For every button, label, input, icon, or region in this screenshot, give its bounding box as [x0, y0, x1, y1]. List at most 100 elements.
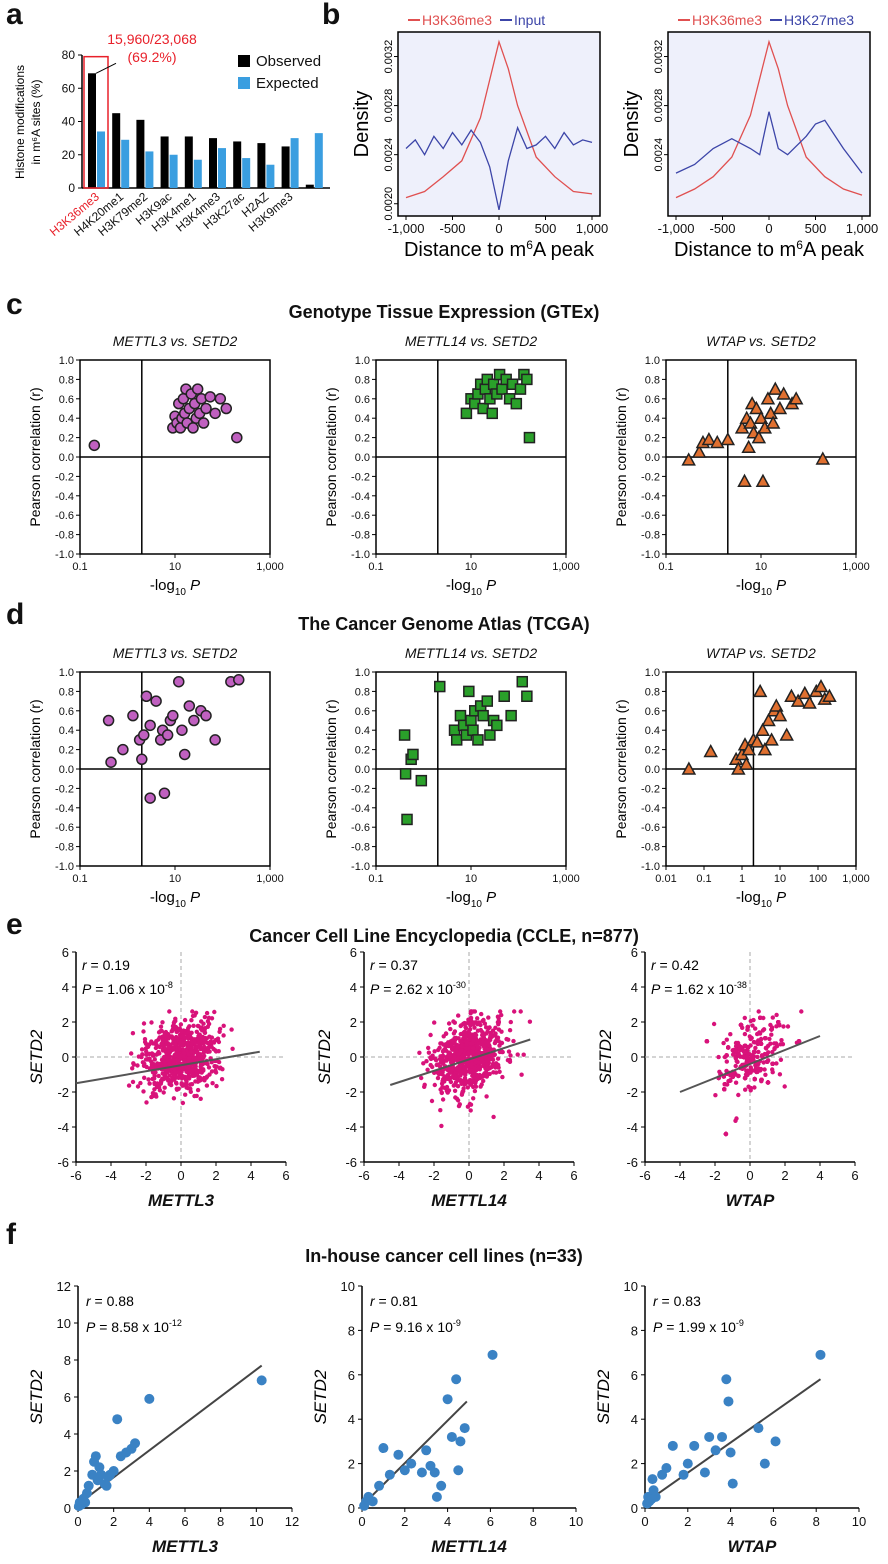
b-y-label: Density — [621, 91, 643, 158]
ccle-point — [140, 1052, 145, 1057]
inhouse-y-label: SETD2 — [594, 1369, 613, 1424]
ccle-point — [753, 1026, 758, 1031]
ccle-point — [473, 1079, 478, 1084]
inhouse-y-tick-label: 8 — [64, 1353, 71, 1368]
ccle-point — [721, 1040, 726, 1046]
corr-y-tick-label: -0.8 — [55, 530, 74, 542]
ccle-point — [471, 1038, 476, 1043]
corr-x-tick-label: 0.1 — [72, 561, 87, 573]
ccle-point — [460, 1090, 465, 1096]
inhouse-point — [108, 1466, 119, 1476]
ccle-point — [172, 1066, 177, 1072]
ccle-point — [206, 1065, 212, 1070]
corr-y-tick-label: 0.2 — [355, 745, 370, 757]
inhouse-point — [682, 1458, 693, 1469]
corr-y-tick-label: 1.0 — [645, 667, 660, 679]
ccle-point — [471, 1073, 476, 1078]
corr-y-tick-label: -0.2 — [351, 471, 370, 483]
ccle-point — [207, 1049, 212, 1054]
a-highlight-box — [83, 55, 109, 189]
corr-y-tick-label: 0.6 — [355, 706, 370, 718]
ccle-point — [428, 1062, 433, 1068]
ccle-point — [126, 1083, 132, 1088]
ccle-point — [468, 1082, 474, 1087]
inhouse-stat-p: P = 9.16 x 10-9 — [370, 1318, 461, 1335]
inhouse-point — [815, 1349, 826, 1360]
corr-point — [743, 415, 758, 429]
a-y-tick-label: 80 — [62, 48, 76, 62]
inhouse-point — [699, 1467, 710, 1478]
ccle-point — [497, 1043, 502, 1048]
ccle-point — [778, 1057, 784, 1063]
ccle-point — [481, 1078, 486, 1084]
inhouse-y-tick-label: 4 — [631, 1412, 638, 1427]
ccle-y-tick-label: 2 — [631, 1015, 638, 1030]
corr-x-tick-label: 0.1 — [696, 873, 711, 885]
title-gtex: Genotype Tissue Expression (GTEx) — [288, 302, 600, 322]
corr-y-tick-label: 0.0 — [355, 452, 370, 464]
inhouse-point — [710, 1445, 721, 1456]
ccle-point — [161, 1071, 166, 1077]
ccle-point — [146, 1077, 151, 1082]
ccle-point — [751, 1057, 756, 1062]
ccle-point — [209, 1035, 215, 1040]
b-series-line — [405, 39, 593, 199]
inhouse-x-label: WTAP — [728, 1537, 777, 1556]
b-series-line — [405, 125, 593, 211]
ccle-point — [765, 1059, 770, 1064]
corr-x-label: -log10 P — [736, 889, 786, 910]
ccle-point — [438, 1108, 443, 1113]
inhouse-y-tick-label: 2 — [348, 1457, 355, 1472]
panel-letter-b: b — [322, 0, 341, 31]
ccle-point — [191, 1055, 197, 1060]
ccle-x-tick-label: 4 — [535, 1168, 542, 1183]
corr-point — [521, 373, 533, 386]
corr-y-tick-label: -0.6 — [641, 822, 660, 834]
ccle-point — [209, 1044, 214, 1050]
inhouse-point — [442, 1394, 453, 1405]
corr-point — [434, 680, 446, 693]
ccle-point — [495, 1020, 501, 1025]
b-x-label: Distance to m6A peak — [404, 238, 595, 261]
corr-y-tick-label: -1.0 — [55, 549, 74, 561]
ccle-point — [166, 1045, 172, 1050]
ccle-point — [454, 1067, 460, 1072]
ccle-point — [477, 1065, 482, 1071]
ccle-point — [163, 1068, 169, 1073]
ccle-x-tick-label: -2 — [140, 1168, 152, 1183]
ccle-point — [170, 1075, 175, 1081]
ccle-point — [161, 1090, 166, 1095]
ccle-point — [456, 1013, 461, 1018]
ccle-point — [518, 1009, 523, 1014]
ccle-point — [178, 1040, 183, 1046]
ccle-point — [480, 1039, 486, 1045]
inhouse-y-tick-label: 0 — [64, 1501, 71, 1516]
inhouse-point — [753, 1423, 764, 1434]
corr-y-tick-label: -0.6 — [641, 510, 660, 522]
inhouse-point — [661, 1463, 672, 1474]
corr-y-tick-label: -1.0 — [351, 861, 370, 873]
corr-point — [477, 709, 489, 722]
ccle-point — [769, 1032, 774, 1037]
ccle-y-tick-label: 4 — [62, 980, 69, 995]
ccle-point — [458, 1073, 463, 1078]
ccle-point — [196, 1076, 201, 1081]
ccle-x-tick-label: -2 — [428, 1168, 440, 1183]
b-series-line — [675, 111, 863, 174]
a-bar-expected — [97, 131, 105, 188]
ccle-point — [192, 1013, 197, 1018]
b-x-tick-label: 0 — [765, 221, 772, 236]
a-y-tick-label: 20 — [62, 148, 76, 162]
ccle-point — [760, 1054, 765, 1059]
corr-x-tick-label: 0.1 — [368, 561, 383, 573]
ccle-point — [143, 1046, 148, 1051]
b-y-tick-label: 0.0032 — [383, 40, 395, 74]
ccle-point — [190, 1009, 195, 1014]
corr-point — [214, 393, 227, 405]
corr-point — [150, 695, 162, 707]
corr-point — [407, 748, 419, 761]
ccle-point — [475, 1016, 480, 1021]
ccle-point — [179, 1029, 184, 1034]
corr-y-tick-label: 0.2 — [645, 745, 660, 757]
corr-point — [779, 727, 794, 741]
